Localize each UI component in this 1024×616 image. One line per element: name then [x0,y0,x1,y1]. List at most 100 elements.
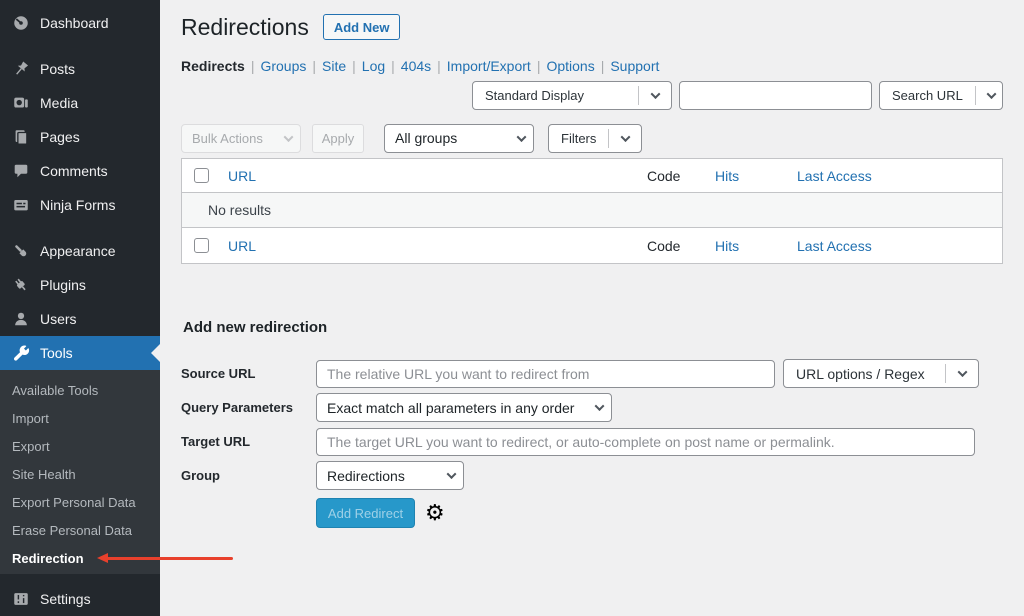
sidebar-item-tools[interactable]: Tools [0,336,160,370]
chevron-down-icon [946,367,978,378]
pushpin-icon [11,59,31,79]
submenu-item-site-health[interactable]: Site Health [12,466,76,482]
form-icon [11,195,31,215]
group-select[interactable]: Redirections [316,461,464,490]
group-filter-select[interactable]: All groups [384,123,534,153]
group-value: Redirections [327,467,405,484]
wrench-icon [11,343,31,363]
tab-groups[interactable]: Groups [260,58,307,74]
sidebar-item-label: Tools [40,345,73,361]
sidebar-item-media[interactable]: Media [0,86,160,120]
sidebar-item-ninja-forms[interactable]: Ninja Forms [0,188,160,222]
display-mode-select[interactable]: Standard Display [472,81,672,110]
display-mode-label: Standard Display [485,88,584,103]
tab-separator: | [600,58,605,74]
target-url-input[interactable] [316,427,975,456]
search-toolbar: Standard Display Search URL [181,81,1003,110]
sidebar-item-label: Appearance [40,243,116,259]
search-scope-select[interactable]: Search URL [879,81,1003,110]
sidebar-item-settings[interactable]: Settings [0,582,160,616]
dashboard-gauge-icon [11,13,31,33]
divider [638,86,639,105]
group-filter-label: All groups [395,130,458,146]
tab-log[interactable]: Log [361,58,386,74]
admin-menu: Dashboard Posts Media Pages [0,0,160,616]
divider [608,128,610,148]
hits-sort-link[interactable]: Hits [715,167,740,184]
tab-support[interactable]: Support [610,58,660,74]
source-url-label: Source URL [181,366,256,381]
menu-separator [0,574,160,582]
add-redirect-button[interactable]: Add Redirect [316,498,415,528]
chevron-down-icon [516,131,527,142]
column-header-last-access: Last Access [797,168,1002,184]
submenu-item-export-personal-data[interactable]: Export Personal Data [12,494,136,510]
submit-row: Add Redirect ⚙ [181,498,1003,528]
submenu-item-import[interactable]: Import [12,410,49,426]
column-header-code: Code [647,167,681,184]
source-url-input[interactable] [316,359,775,388]
submenu-item-export[interactable]: Export [12,438,50,454]
select-all-checkbox[interactable] [194,168,209,183]
submenu-item-redirection[interactable]: Redirection [12,550,84,566]
url-options-select[interactable]: URL options / Regex [783,359,979,388]
table-header-row: URL Code Hits Last Access [182,159,1002,193]
tab-404s[interactable]: 404s [400,58,432,74]
add-redirection-form: Source URL URL options / Regex Query Par… [181,359,1003,528]
sidebar-item-dashboard[interactable]: Dashboard [0,6,160,40]
chevron-down-icon [594,401,605,412]
bulk-actions-label: Bulk Actions [192,130,263,146]
query-parameters-value: Exact match all parameters in any order [327,399,575,416]
url-sort-link-footer[interactable]: URL [228,237,257,254]
sidebar-item-plugins[interactable]: Plugins [0,268,160,302]
column-header-hits: Hits [715,168,797,184]
tab-site[interactable]: Site [322,58,347,74]
chevron-down-icon [976,89,1008,100]
hits-sort-link-footer[interactable]: Hits [715,237,740,254]
sidebar-item-comments[interactable]: Comments [0,154,160,188]
column-footer-url: URL [228,238,647,254]
sidebar-item-label: Users [40,311,77,327]
select-all-cell [182,238,228,253]
menu-separator [0,40,160,52]
bulk-actions-select[interactable]: Bulk Actions [181,123,301,153]
chevron-down-icon [446,469,457,480]
main-content: Redirections Add New Redirects | Groups | Si… [160,0,1024,616]
no-results-row: No results [182,193,1002,227]
sidebar-item-label: Comments [40,163,108,179]
tab-options[interactable]: Options [546,58,595,74]
sidebar-item-posts[interactable]: Posts [0,52,160,86]
table-footer-row: URL Code Hits Last Access [182,227,1002,263]
tab-redirects[interactable]: Redirects [181,58,245,74]
chevron-down-icon [609,131,641,142]
group-label: Group [181,468,220,483]
apply-button[interactable]: Apply [312,123,364,153]
search-input[interactable] [679,81,872,110]
add-new-redirection-heading: Add new redirection [183,319,328,336]
comment-bubble-icon [11,161,31,181]
filters-select[interactable]: Filters [548,123,642,153]
admin-sidebar: Dashboard Posts Media Pages [0,0,160,616]
sidebar-item-pages[interactable]: Pages [0,120,160,154]
gear-icon[interactable]: ⚙ [425,500,445,525]
query-parameters-select[interactable]: Exact match all parameters in any order [316,393,612,422]
submenu-item-erase-personal-data[interactable]: Erase Personal Data [12,522,132,538]
plug-icon [11,275,31,295]
tools-submenu: Available Tools Import Export Site Healt… [0,370,160,574]
tab-separator: | [352,58,356,74]
column-footer-code: Code [647,237,681,254]
tab-import-export[interactable]: Import/Export [446,58,531,74]
select-all-checkbox-footer[interactable] [194,238,209,253]
paintbrush-icon [11,241,31,261]
url-sort-link[interactable]: URL [228,167,257,184]
last-access-sort-link[interactable]: Last Access [797,167,872,184]
submenu-item-available-tools[interactable]: Available Tools [12,382,99,398]
sidebar-item-appearance[interactable]: Appearance [0,234,160,268]
source-url-row: Source URL URL options / Regex [181,359,1003,388]
menu-separator [0,222,160,234]
select-all-cell [182,168,228,183]
sidebar-item-users[interactable]: Users [0,302,160,336]
add-new-button[interactable]: Add New [322,14,401,40]
last-access-sort-link-footer[interactable]: Last Access [797,237,872,254]
